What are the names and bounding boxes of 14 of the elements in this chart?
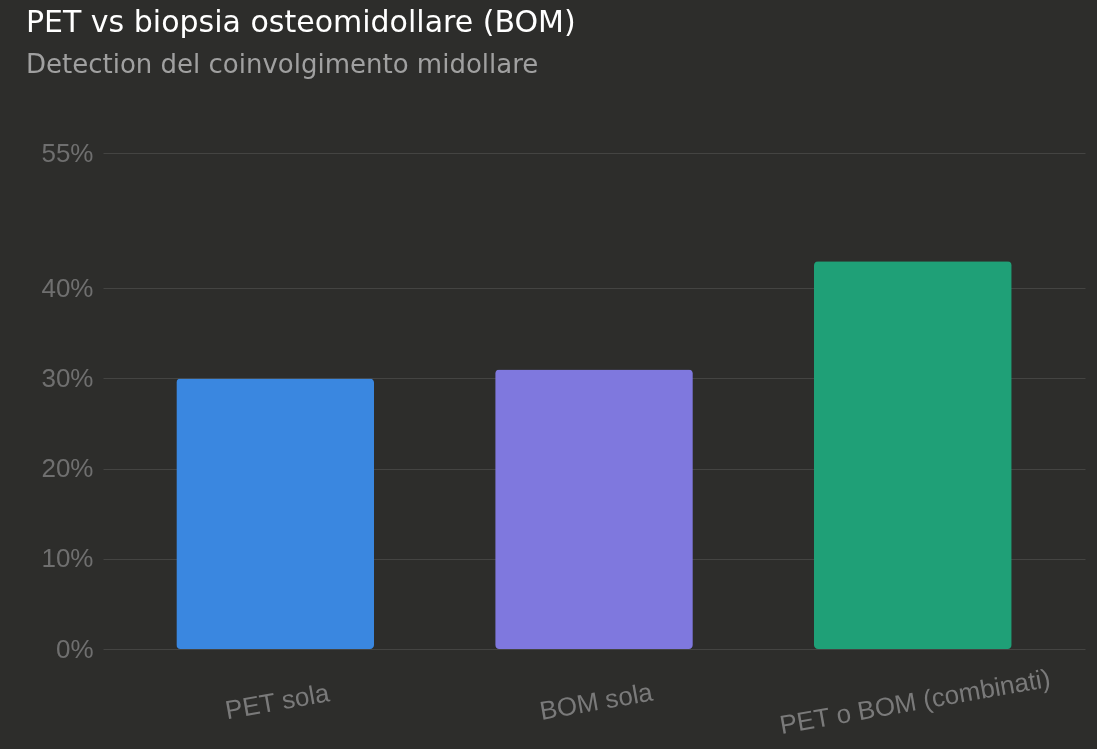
x-tick-label: PET sola (222, 677, 333, 726)
y-tick-label: 30% (41, 362, 94, 393)
y-tick-label: 20% (41, 453, 94, 484)
bar (495, 369, 693, 649)
y-tick-label: 0% (55, 633, 94, 664)
bar (813, 261, 1012, 649)
chart-title: PET vs biopsia osteomidollare (BOM) (25, 4, 576, 39)
bar (176, 378, 375, 649)
x-tick-label: BOM sola (537, 676, 656, 726)
chart-subtitle: Detection del coinvolgimento midollare (25, 49, 539, 79)
y-tick-label: 40% (41, 272, 94, 303)
y-tick-label: 10% (41, 543, 94, 574)
y-tick-label: 55% (41, 137, 94, 168)
x-tick-label: PET o BOM (combinati) (777, 662, 1053, 740)
